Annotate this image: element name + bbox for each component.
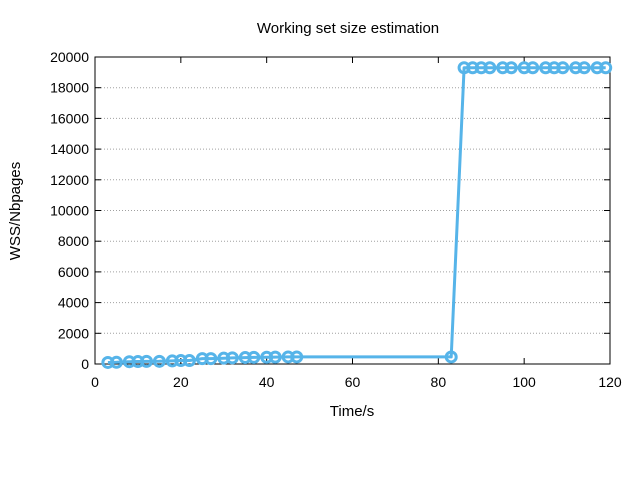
x-tick-label: 0 — [91, 374, 99, 390]
y-tick-label: 6000 — [58, 264, 89, 280]
data-point — [599, 61, 613, 75]
x-tick-label: 120 — [598, 374, 622, 390]
y-tick-label: 12000 — [50, 172, 89, 188]
y-tick-label: 18000 — [50, 80, 89, 96]
x-tick-label: 20 — [173, 374, 189, 390]
y-tick-label: 0 — [81, 356, 89, 372]
y-axis-label: WSS/Nbpages — [7, 162, 24, 260]
data-point — [577, 61, 591, 75]
data-point — [247, 350, 261, 364]
y-tick-label: 20000 — [50, 49, 89, 65]
x-tick-label: 60 — [345, 374, 361, 390]
data-point — [225, 351, 239, 365]
y-tick-label: 16000 — [50, 110, 89, 126]
grid-lines — [95, 87, 610, 334]
data-point — [504, 61, 518, 75]
data-point — [444, 350, 458, 364]
data-point — [182, 354, 196, 368]
x-tick-label: 80 — [431, 374, 447, 390]
data-point — [556, 61, 570, 75]
y-tick-label: 10000 — [50, 203, 89, 219]
data-point — [204, 352, 218, 366]
series-group — [101, 61, 613, 369]
data-point — [109, 355, 123, 369]
y-tick-label: 14000 — [50, 141, 89, 157]
y-tick-label: 4000 — [58, 295, 89, 311]
x-tick-label: 100 — [512, 374, 536, 390]
data-point — [290, 350, 304, 364]
y-tick-label: 2000 — [58, 325, 89, 341]
y-tick-label: 8000 — [58, 233, 89, 249]
x-axis-label: Time/s — [330, 403, 374, 420]
axis-ticks: 0 2000 4000 6000 8000 10000 12000 14000 16000 180… — [50, 49, 622, 390]
data-point — [152, 354, 166, 368]
data-point — [526, 61, 540, 75]
plot-frame — [94, 56, 611, 365]
data-point — [483, 61, 497, 75]
series-line — [107, 66, 606, 364]
chart-title: Working set size estimation — [257, 20, 439, 37]
x-tick-label: 40 — [259, 374, 275, 390]
data-point — [268, 350, 282, 364]
data-point — [140, 354, 153, 368]
